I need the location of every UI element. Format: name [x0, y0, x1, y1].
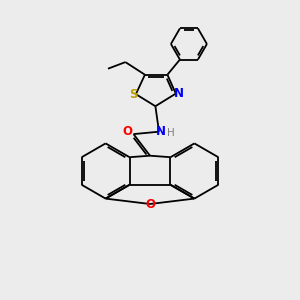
- Text: O: O: [122, 124, 132, 138]
- Text: H: H: [167, 128, 175, 138]
- Text: S: S: [129, 88, 138, 101]
- Text: N: N: [174, 87, 184, 100]
- Text: N: N: [156, 124, 166, 138]
- Text: O: O: [145, 197, 155, 211]
